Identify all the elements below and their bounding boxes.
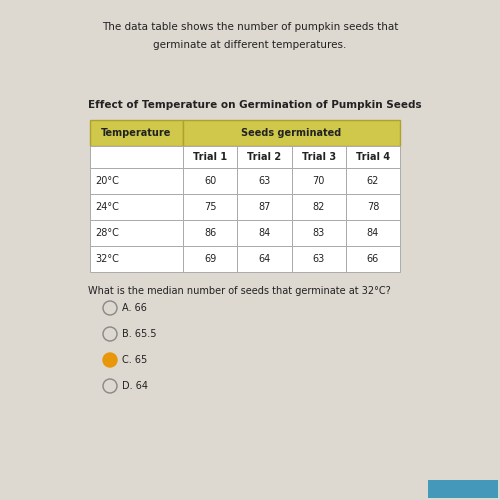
Bar: [90, 168, 183, 194]
Bar: [183, 194, 238, 220]
Bar: [292, 246, 346, 272]
Text: 63: 63: [312, 254, 325, 264]
Bar: [90, 146, 183, 168]
Text: 70: 70: [312, 176, 325, 186]
Text: germinate at different temperatures.: germinate at different temperatures.: [154, 40, 346, 50]
Bar: [90, 246, 183, 272]
Text: 87: 87: [258, 202, 270, 212]
Text: 83: 83: [312, 228, 325, 238]
Bar: [346, 220, 400, 246]
Bar: [292, 220, 346, 246]
Bar: [90, 220, 183, 246]
Bar: [428, 480, 498, 498]
Bar: [292, 168, 346, 194]
Text: 84: 84: [367, 228, 379, 238]
Text: B. 65.5: B. 65.5: [122, 329, 156, 339]
Text: 24°C: 24°C: [95, 202, 119, 212]
Text: 64: 64: [258, 254, 270, 264]
Text: 32°C: 32°C: [95, 254, 119, 264]
Bar: [183, 246, 238, 272]
Text: 69: 69: [204, 254, 216, 264]
Text: 75: 75: [204, 202, 216, 212]
Bar: [183, 168, 238, 194]
Circle shape: [103, 353, 117, 367]
Text: Trial 2: Trial 2: [248, 152, 282, 162]
Text: 84: 84: [258, 228, 270, 238]
Bar: [183, 220, 238, 246]
Text: Trial 1: Trial 1: [193, 152, 227, 162]
Text: 86: 86: [204, 228, 216, 238]
Text: D. 64: D. 64: [122, 381, 148, 391]
Bar: [346, 168, 400, 194]
Bar: [183, 146, 238, 168]
Bar: [90, 194, 183, 220]
Text: What is the median number of seeds that germinate at 32°C?: What is the median number of seeds that …: [88, 286, 391, 296]
Text: 28°C: 28°C: [95, 228, 119, 238]
Text: Trial 3: Trial 3: [302, 152, 336, 162]
Bar: [238, 146, 292, 168]
Text: The data table shows the number of pumpkin seeds that: The data table shows the number of pumpk…: [102, 22, 398, 32]
Text: C. 65: C. 65: [122, 355, 147, 365]
Bar: [183, 120, 400, 146]
Bar: [90, 120, 183, 146]
Text: Temperature: Temperature: [102, 128, 172, 138]
Bar: [238, 246, 292, 272]
Bar: [292, 146, 346, 168]
Bar: [292, 194, 346, 220]
Bar: [346, 146, 400, 168]
Text: Seeds germinated: Seeds germinated: [242, 128, 342, 138]
Bar: [238, 168, 292, 194]
Text: 82: 82: [312, 202, 325, 212]
Text: 66: 66: [367, 254, 379, 264]
Text: 20°C: 20°C: [95, 176, 119, 186]
Text: 63: 63: [258, 176, 270, 186]
Text: A. 66: A. 66: [122, 303, 147, 313]
Text: 78: 78: [366, 202, 379, 212]
Text: 62: 62: [366, 176, 379, 186]
Text: 60: 60: [204, 176, 216, 186]
Bar: [238, 194, 292, 220]
Bar: [238, 220, 292, 246]
Bar: [346, 246, 400, 272]
Text: Trial 4: Trial 4: [356, 152, 390, 162]
Bar: [346, 194, 400, 220]
Text: Effect of Temperature on Germination of Pumpkin Seeds: Effect of Temperature on Germination of …: [88, 100, 422, 110]
